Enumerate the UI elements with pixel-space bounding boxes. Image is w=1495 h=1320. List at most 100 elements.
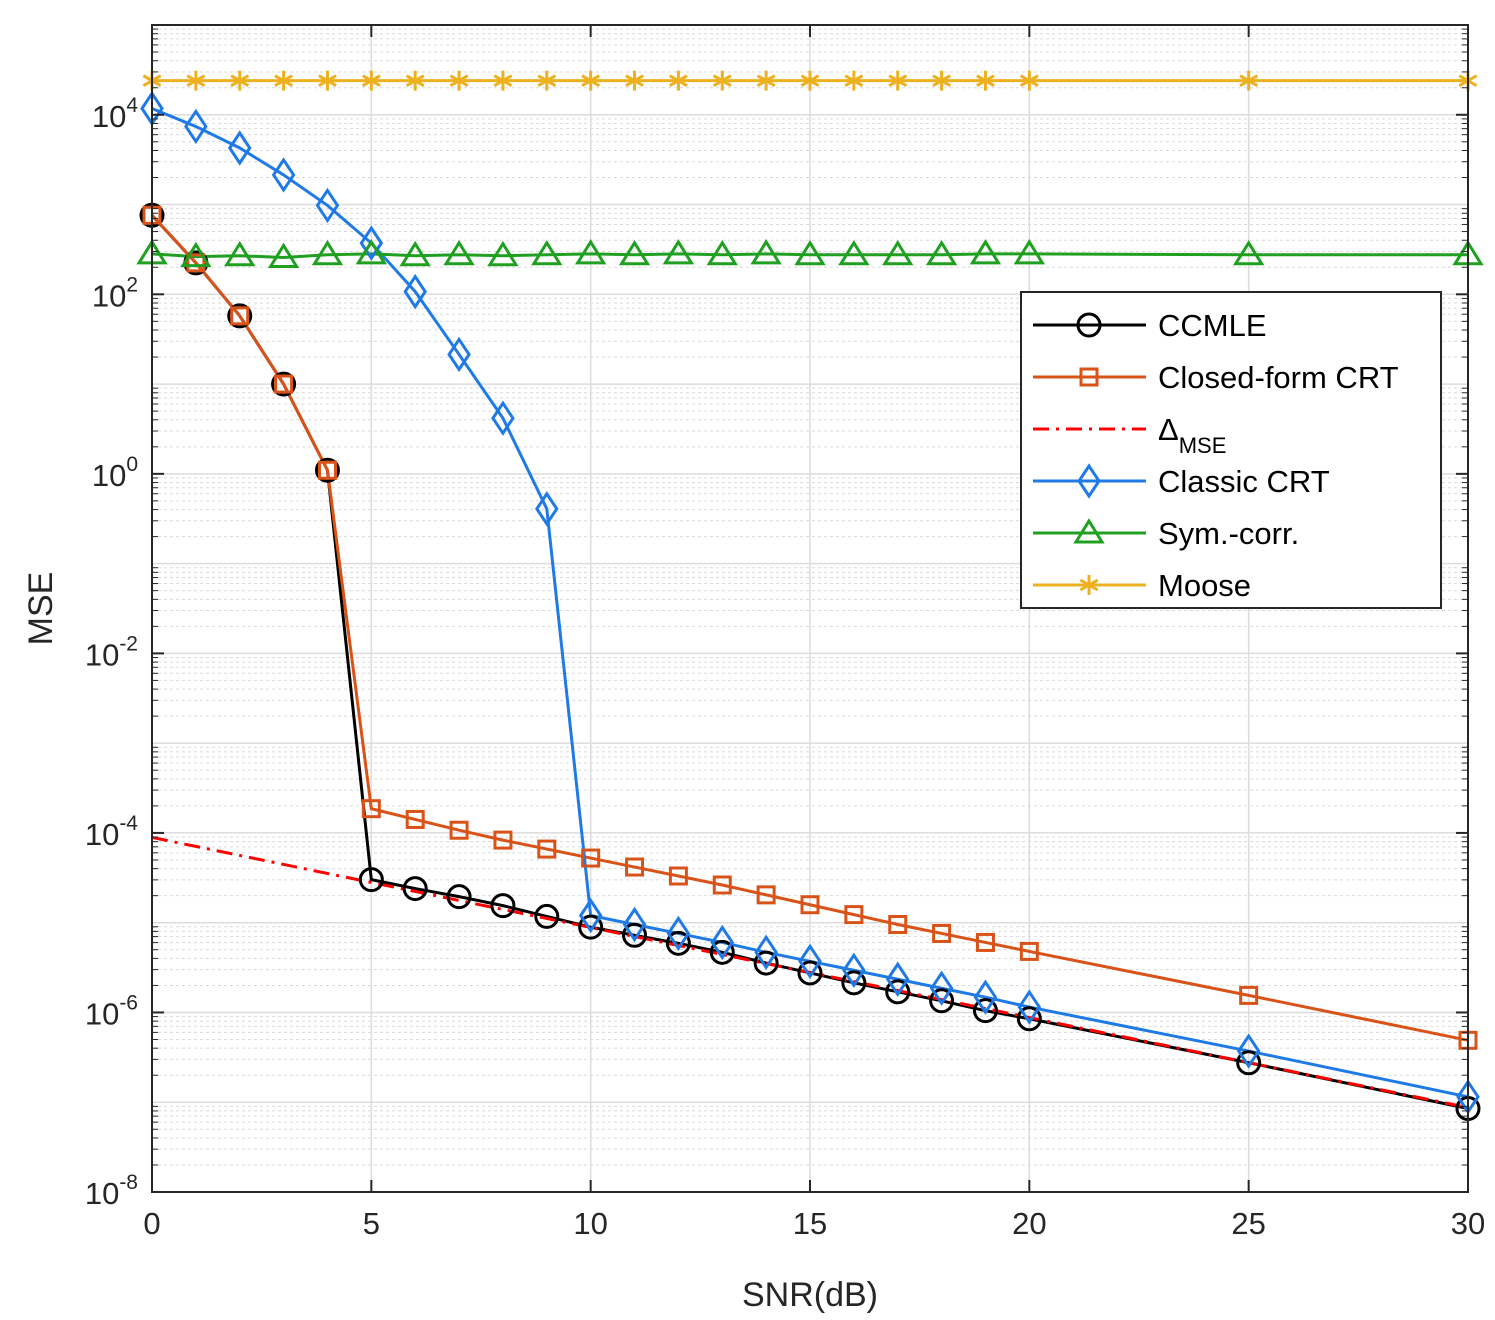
asterisk-stroke <box>186 74 206 87</box>
x-tick-label: 25 <box>1231 1206 1265 1241</box>
data-point-moose <box>668 70 688 91</box>
x-tick-label: 10 <box>573 1206 607 1241</box>
legend-label-classic-crt: Classic CRT <box>1158 464 1330 499</box>
data-point-closed-form-crt <box>1019 941 1039 961</box>
data-point-classic-crt <box>578 897 603 934</box>
data-point-ccmle <box>929 988 955 1014</box>
legend: CCMLE Closed-form CRT ΔMSE Classic CRT Sym.-… <box>1020 291 1442 609</box>
asterisk-stroke <box>932 74 952 87</box>
data-point-closed-form-crt <box>844 905 864 925</box>
asterisk-stroke <box>537 74 557 87</box>
data-point-closed-form-crt <box>888 914 908 934</box>
data-point-moose <box>844 70 864 91</box>
data-point-moose <box>888 70 908 91</box>
y-tick-label: 104 <box>92 94 138 134</box>
data-point-moose <box>537 70 557 91</box>
data-point-sym-corr <box>355 239 388 265</box>
data-point-closed-form-crt <box>274 374 294 394</box>
y-tick-label: 10-4 <box>85 812 138 852</box>
data-point-closed-form-crt <box>975 932 995 952</box>
data-point-classic-crt <box>491 400 515 436</box>
data-point-sym-corr <box>794 239 826 266</box>
data-point-classic-crt <box>710 924 735 961</box>
series-line-sym-corr <box>151 252 1468 260</box>
data-point-sym-corr <box>969 239 1002 265</box>
data-point-classic-crt <box>929 970 954 1006</box>
y-axis-label: MSE <box>22 572 60 646</box>
data-point-sym-corr <box>838 239 870 266</box>
data-point-ccmle <box>1016 1006 1042 1032</box>
data-point-sym-corr <box>487 240 519 267</box>
asterisk-stroke <box>361 74 381 87</box>
asterisk-stroke <box>449 74 469 87</box>
data-point-classic-crt <box>447 336 471 373</box>
asterisk-stroke <box>712 74 732 87</box>
data-point-closed-form-crt <box>493 830 513 850</box>
data-point-closed-form-crt <box>537 839 557 859</box>
data-point-sym-corr <box>750 239 782 265</box>
data-point-classic-crt <box>227 130 252 166</box>
markers-classic-crt <box>140 90 1480 1115</box>
data-point-sym-corr <box>706 239 738 266</box>
data-point-moose <box>493 70 513 91</box>
legend-marker-ccmle <box>1076 312 1102 338</box>
data-point-sym-corr <box>267 242 300 269</box>
y-tick-label: 102 <box>92 273 138 313</box>
asterisk-stroke <box>1079 578 1099 592</box>
asterisk-stroke <box>844 74 864 87</box>
data-point-ccmle <box>534 903 560 929</box>
legend-label-moose: Moose <box>1158 568 1251 603</box>
data-point-moose <box>318 70 337 91</box>
asterisk-stroke <box>230 74 250 87</box>
data-point-ccmle <box>622 922 648 948</box>
data-point-moose <box>361 70 381 91</box>
data-point-moose <box>800 70 820 91</box>
data-point-sym-corr <box>1232 239 1265 266</box>
data-point-sym-corr <box>882 239 914 266</box>
x-tick-label: 20 <box>1012 1206 1046 1241</box>
data-point-ccmle <box>972 998 998 1024</box>
data-point-ccmle <box>271 371 297 397</box>
data-point-classic-crt <box>754 934 778 971</box>
x-axis-label: SNR(dB) <box>742 1276 878 1314</box>
data-point-moose <box>976 70 995 91</box>
data-point-closed-form-crt <box>449 820 469 840</box>
legend-label-closed-form-crt: Closed-form CRT <box>1158 360 1399 395</box>
data-point-sym-corr <box>399 240 431 267</box>
data-point-sym-corr <box>443 239 475 266</box>
data-point-classic-crt <box>403 273 428 310</box>
data-point-sym-corr <box>574 239 607 265</box>
x-tick-label: 5 <box>363 1206 380 1241</box>
data-point-classic-crt <box>622 906 647 943</box>
x-tick-label: 30 <box>1451 1206 1485 1241</box>
data-point-moose <box>274 70 294 91</box>
series-line-closed-form-crt <box>150 214 1469 1042</box>
legend-box <box>1020 291 1442 609</box>
data-point-moose <box>932 70 952 91</box>
asterisk-stroke <box>318 74 337 87</box>
data-point-ccmle <box>841 970 867 996</box>
data-point-classic-crt <box>184 108 208 145</box>
data-point-classic-crt <box>973 979 998 1015</box>
markers-sym-corr <box>136 239 1484 269</box>
data-point-ccmle <box>885 979 911 1005</box>
data-point-sym-corr <box>1013 239 1046 265</box>
series-line-mse <box>151 835 1469 1110</box>
legend-marker-classic-crt <box>1077 463 1101 499</box>
asterisk-stroke <box>756 74 776 87</box>
legend-label-ccmle: CCMLE <box>1158 308 1267 343</box>
data-point-sym-corr <box>531 239 563 266</box>
data-point-moose <box>405 70 425 91</box>
legend-label-mse: ΔMSE <box>1158 412 1226 458</box>
asterisk-stroke <box>668 74 688 87</box>
data-point-moose <box>625 70 644 91</box>
data-point-moose <box>449 70 469 91</box>
data-point-ccmle <box>490 893 516 919</box>
data-point-moose <box>712 70 732 91</box>
data-point-moose <box>1019 70 1039 91</box>
data-point-ccmle <box>227 303 253 329</box>
data-point-closed-form-crt <box>668 866 688 886</box>
data-point-closed-form-crt <box>1239 985 1259 1005</box>
y-tick-label: 10-8 <box>85 1171 138 1211</box>
